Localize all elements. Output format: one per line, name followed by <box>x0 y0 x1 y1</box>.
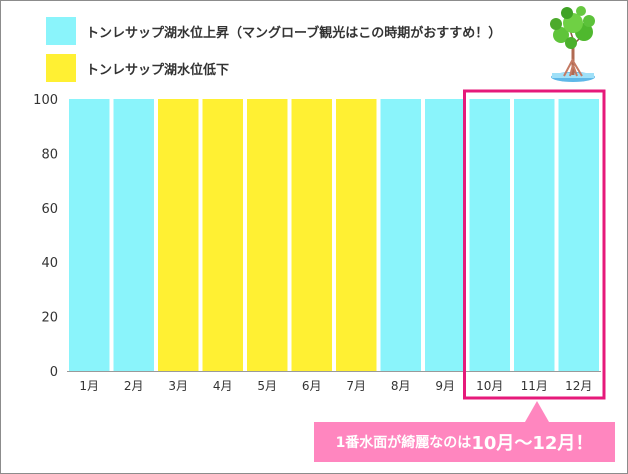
x-tick-label: 5月 <box>257 379 277 393</box>
bar-9 <box>425 99 466 371</box>
x-tick-label: 12月 <box>565 379 592 393</box>
bar-11 <box>514 99 555 371</box>
x-tick-label: 11月 <box>521 379 548 393</box>
y-tick-label: 60 <box>41 202 58 217</box>
y-tick-label: 80 <box>41 147 58 162</box>
legend-item-falling: トンレサップ湖水位低下 <box>46 53 229 83</box>
x-tick-label: 3月 <box>168 379 188 393</box>
x-tick-label: 4月 <box>213 379 233 393</box>
mangrove-tree-icon <box>550 6 595 82</box>
x-tick-label: 9月 <box>435 379 455 393</box>
y-tick-label: 40 <box>41 256 58 271</box>
bar-10 <box>469 99 510 371</box>
bar-5 <box>247 99 288 371</box>
x-tick-label: 1月 <box>79 379 99 393</box>
callout-pointer <box>525 401 549 422</box>
legend-swatch-rising <box>46 17 76 45</box>
bar-1 <box>69 99 110 371</box>
y-tick-label: 100 <box>33 93 58 108</box>
legend-item-rising: トンレサップ湖水位上昇（マングローブ観光はこの時期がおすすめ！） <box>46 16 501 46</box>
bar-7 <box>336 99 377 371</box>
bar-3 <box>158 99 199 371</box>
x-tick-label: 10月 <box>476 379 503 393</box>
callout-banner: 1番水面が綺麗なのは 10月〜12月！ <box>314 422 615 462</box>
y-tick-label: 20 <box>41 311 58 326</box>
highlight-box <box>463 89 606 400</box>
bar-2 <box>113 99 154 371</box>
legend-label-falling: トンレサップ湖水位低下 <box>86 62 230 78</box>
x-tick-label: 7月 <box>346 379 366 393</box>
y-tick-label: 0 <box>50 365 58 380</box>
callout-text-big: 10月〜12月！ <box>471 433 594 454</box>
bar-12 <box>558 99 599 371</box>
bar-4 <box>202 99 243 371</box>
callout-text-small: 1番水面が綺麗なのは <box>335 435 472 451</box>
x-tick-label: 8月 <box>391 379 411 393</box>
x-tick-label: 6月 <box>302 379 322 393</box>
legend-label-rising: トンレサップ湖水位上昇（マングローブ観光はこの時期がおすすめ！） <box>86 25 502 41</box>
x-tick-label: 2月 <box>124 379 144 393</box>
bar-6 <box>291 99 332 371</box>
legend-swatch-falling <box>46 54 76 82</box>
bar-8 <box>380 99 421 371</box>
